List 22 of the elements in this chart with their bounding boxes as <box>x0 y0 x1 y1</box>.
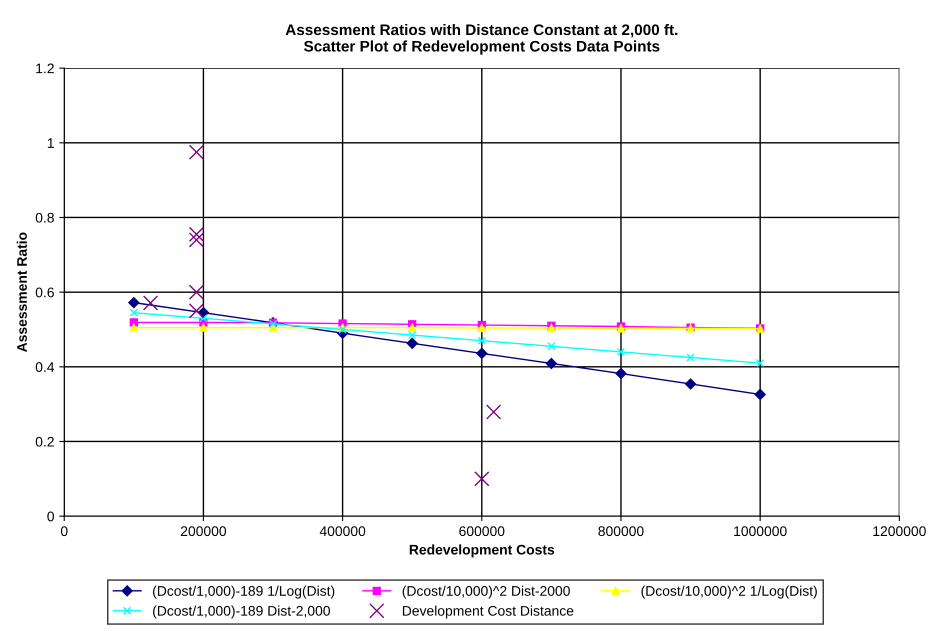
legend-label: (Dcost/1,000)-189 Dist-2,000 <box>153 606 330 618</box>
y-tick-label: 0 <box>47 511 54 522</box>
y-tick-label: 0.6 <box>36 287 54 298</box>
x-tick-label: 1200000 <box>873 526 926 536</box>
x-tick-label: 800000 <box>598 526 644 536</box>
x-tick-label: 400000 <box>320 526 366 536</box>
y-tick-label: 0.2 <box>36 436 54 447</box>
x-tick-label: 200000 <box>180 526 226 536</box>
chart-title: Assessment Ratios with Distance Constant at 2,000 ft. Scatter Plot of Redevelopment Costs Data Points <box>286 24 678 55</box>
legend-label: (Dcost/1,000)-189 1/Log(Dist) <box>153 586 334 599</box>
x-tick-label: 600000 <box>459 526 504 536</box>
y-tick-label: 1.2 <box>36 63 54 74</box>
x-tick-label: 0 <box>60 526 68 536</box>
x-tick-label: 1000000 <box>734 526 787 536</box>
y-axis-title: Assessment Ratio <box>16 232 27 352</box>
y-tick-label: 0.4 <box>36 362 54 372</box>
x-axis-title: Redevelopment Costs <box>410 544 554 558</box>
legend-label: Development Cost Distance <box>402 606 574 618</box>
legend-label: (Dcost/10,000)^2 1/Log(Dist) <box>641 586 817 599</box>
legend-label: (Dcost/10,000)^2 Dist-2000 <box>402 586 570 599</box>
y-tick-label: 0.8 <box>36 212 54 223</box>
y-tick-label: 1 <box>48 138 54 148</box>
